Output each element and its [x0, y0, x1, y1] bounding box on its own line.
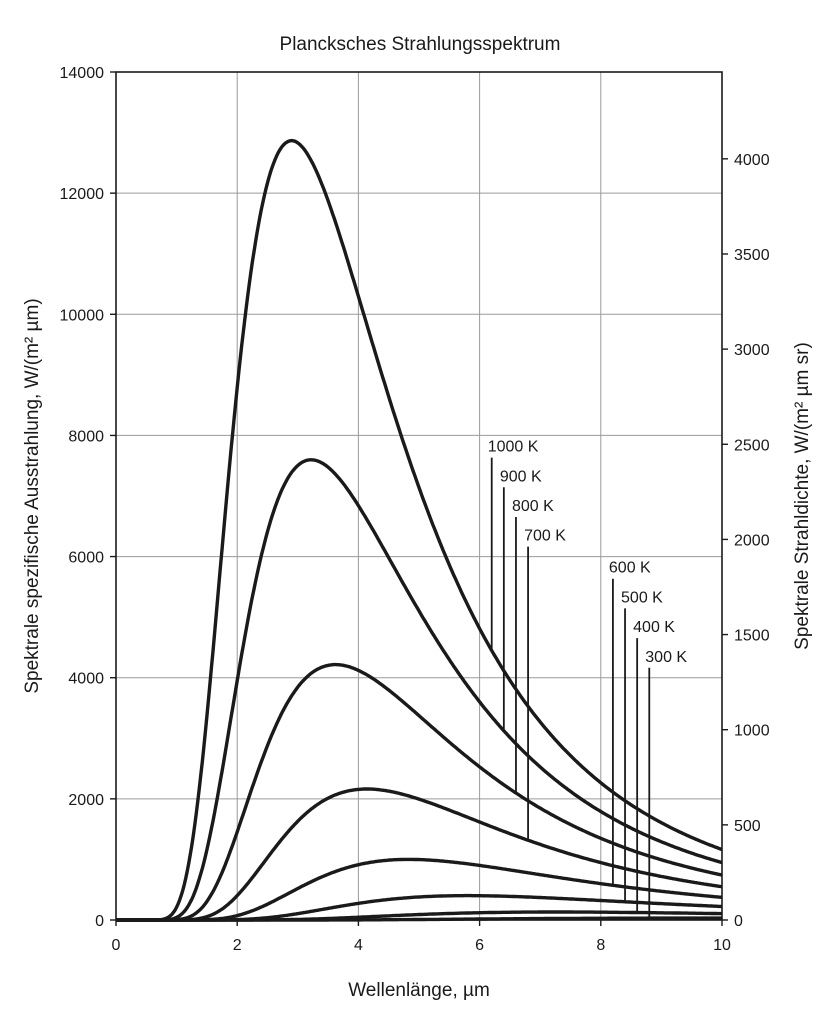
curve-label: 1000 K	[488, 439, 539, 456]
axis-ticks: 0 2 4 6 8 10020004000600080001000012000140000…	[60, 65, 770, 954]
x-tick-label: 6	[475, 937, 484, 954]
x-axis-title: Wellenlänge, µm	[348, 980, 490, 1001]
spectrum-curve	[115, 458, 723, 922]
curve-label: 600 K	[609, 560, 651, 577]
spectrum-curve	[115, 662, 723, 922]
curve-label: 400 K	[633, 619, 675, 636]
y-tick-label: 0	[95, 913, 104, 930]
x-tick-label: 8	[596, 937, 605, 954]
curve-label: 300 K	[645, 649, 687, 666]
y-tick-label: 2000	[68, 792, 104, 809]
spectrum-curve	[115, 787, 723, 922]
curve-label: 500 K	[621, 589, 663, 606]
y2-tick-label: 3000	[734, 342, 770, 359]
y2-tick-label: 4000	[734, 152, 770, 169]
x-tick-label: 10	[713, 937, 731, 954]
curve-label-leaders	[490, 457, 651, 919]
y2-tick-label: 1000	[734, 723, 770, 740]
y2-tick-label: 2000	[734, 532, 770, 549]
y-tick-label: 8000	[68, 428, 104, 445]
spectrum-curves	[115, 138, 723, 922]
y2-tick-label: 2500	[734, 437, 770, 454]
x-tick-label: 2	[233, 937, 242, 954]
y2-tick-label: 1500	[734, 628, 770, 645]
secondary-y-axis-title: Spektrale Strahldichte, W/(m² µm sr)	[792, 342, 813, 650]
curve-labels: 1000 K 900 K 800 K 700 K 600 K 500 K 400 K 300 …	[488, 439, 688, 666]
y2-tick-label: 0	[734, 913, 743, 930]
curve-label: 900 K	[500, 468, 542, 485]
y-tick-label: 14000	[60, 65, 105, 82]
y-tick-label: 10000	[60, 307, 105, 324]
y2-tick-label: 500	[734, 818, 761, 835]
y-tick-label: 6000	[68, 550, 104, 567]
x-tick-label: 4	[354, 937, 363, 954]
grid-lines	[116, 72, 722, 920]
y-axis-title: Spektrale spezifische Ausstrahlung, W/(m…	[22, 298, 43, 693]
plot-area-frame	[115, 71, 723, 921]
y-tick-label: 4000	[68, 671, 104, 688]
x-tick-label: 0	[112, 937, 121, 954]
curve-label: 800 K	[512, 498, 554, 515]
y2-tick-label: 3500	[734, 247, 770, 264]
chart-title: Plancksches Strahlungsspektrum	[280, 34, 561, 55]
spectrum-curve	[115, 138, 723, 922]
curve-label: 700 K	[524, 528, 566, 545]
y-tick-label: 12000	[60, 186, 105, 203]
